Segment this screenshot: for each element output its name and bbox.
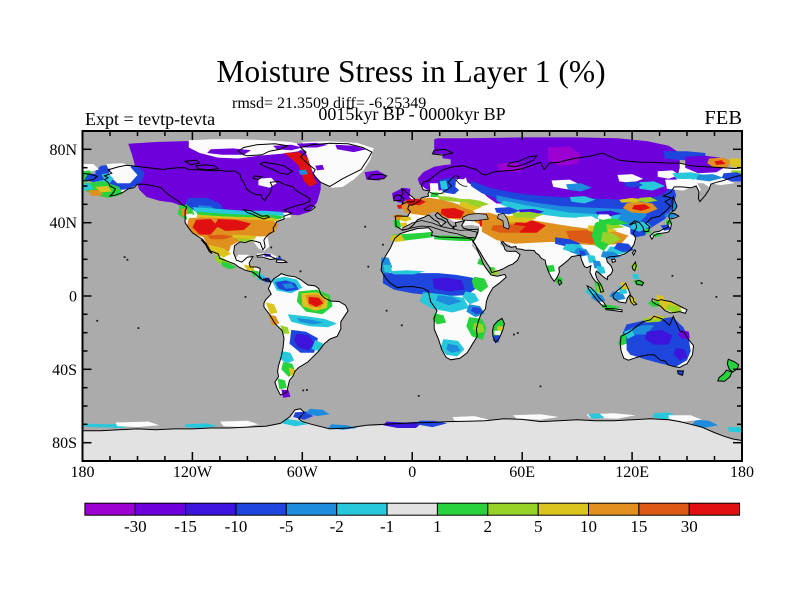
svg-text:180: 180 — [730, 464, 754, 481]
svg-text:30: 30 — [681, 517, 698, 536]
svg-text:80S: 80S — [52, 435, 77, 452]
svg-text:15: 15 — [630, 517, 647, 536]
svg-text:-2: -2 — [330, 517, 344, 536]
svg-text:0: 0 — [69, 289, 77, 306]
svg-text:5: 5 — [534, 517, 543, 536]
svg-text:-5: -5 — [279, 517, 293, 536]
svg-text:120W: 120W — [173, 464, 213, 481]
svg-text:40N: 40N — [49, 215, 77, 232]
svg-text:FEB: FEB — [704, 107, 742, 129]
svg-text:-30: -30 — [124, 517, 147, 536]
svg-text:-1: -1 — [380, 517, 394, 536]
svg-text:2: 2 — [484, 517, 493, 536]
svg-text:0015kyr BP - 0000kyr BP: 0015kyr BP - 0000kyr BP — [318, 104, 505, 124]
svg-text:40S: 40S — [52, 362, 77, 379]
svg-text:0: 0 — [408, 464, 416, 481]
svg-text:60W: 60W — [287, 464, 319, 481]
svg-text:Expt = tevtp-tevta: Expt = tevtp-tevta — [85, 109, 215, 129]
svg-text:120E: 120E — [615, 464, 649, 481]
svg-text:Moisture Stress in Layer 1 (%): Moisture Stress in Layer 1 (%) — [216, 54, 605, 89]
svg-text:rmsd= 21.3509 diff= -6.25349: rmsd= 21.3509 diff= -6.25349 — [232, 95, 426, 112]
svg-text:10: 10 — [580, 517, 597, 536]
svg-text:-15: -15 — [174, 517, 197, 536]
svg-text:-10: -10 — [225, 517, 248, 536]
svg-text:1: 1 — [433, 517, 442, 536]
svg-text:180: 180 — [71, 464, 95, 481]
svg-text:80N: 80N — [49, 142, 77, 159]
svg-text:60E: 60E — [509, 464, 535, 481]
